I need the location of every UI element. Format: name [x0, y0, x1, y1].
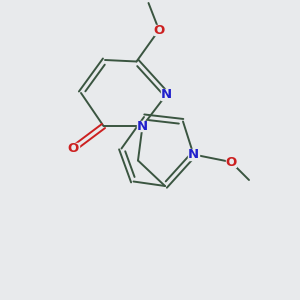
Bar [226, 157, 236, 167]
Bar [68, 143, 79, 154]
Bar [188, 149, 199, 160]
Text: N: N [137, 119, 148, 133]
Bar [161, 89, 172, 100]
Bar [154, 25, 164, 35]
Bar [137, 121, 148, 131]
Text: N: N [161, 88, 172, 101]
Text: O: O [153, 23, 165, 37]
Text: O: O [68, 142, 79, 155]
Text: N: N [188, 148, 199, 161]
Text: O: O [225, 155, 237, 169]
